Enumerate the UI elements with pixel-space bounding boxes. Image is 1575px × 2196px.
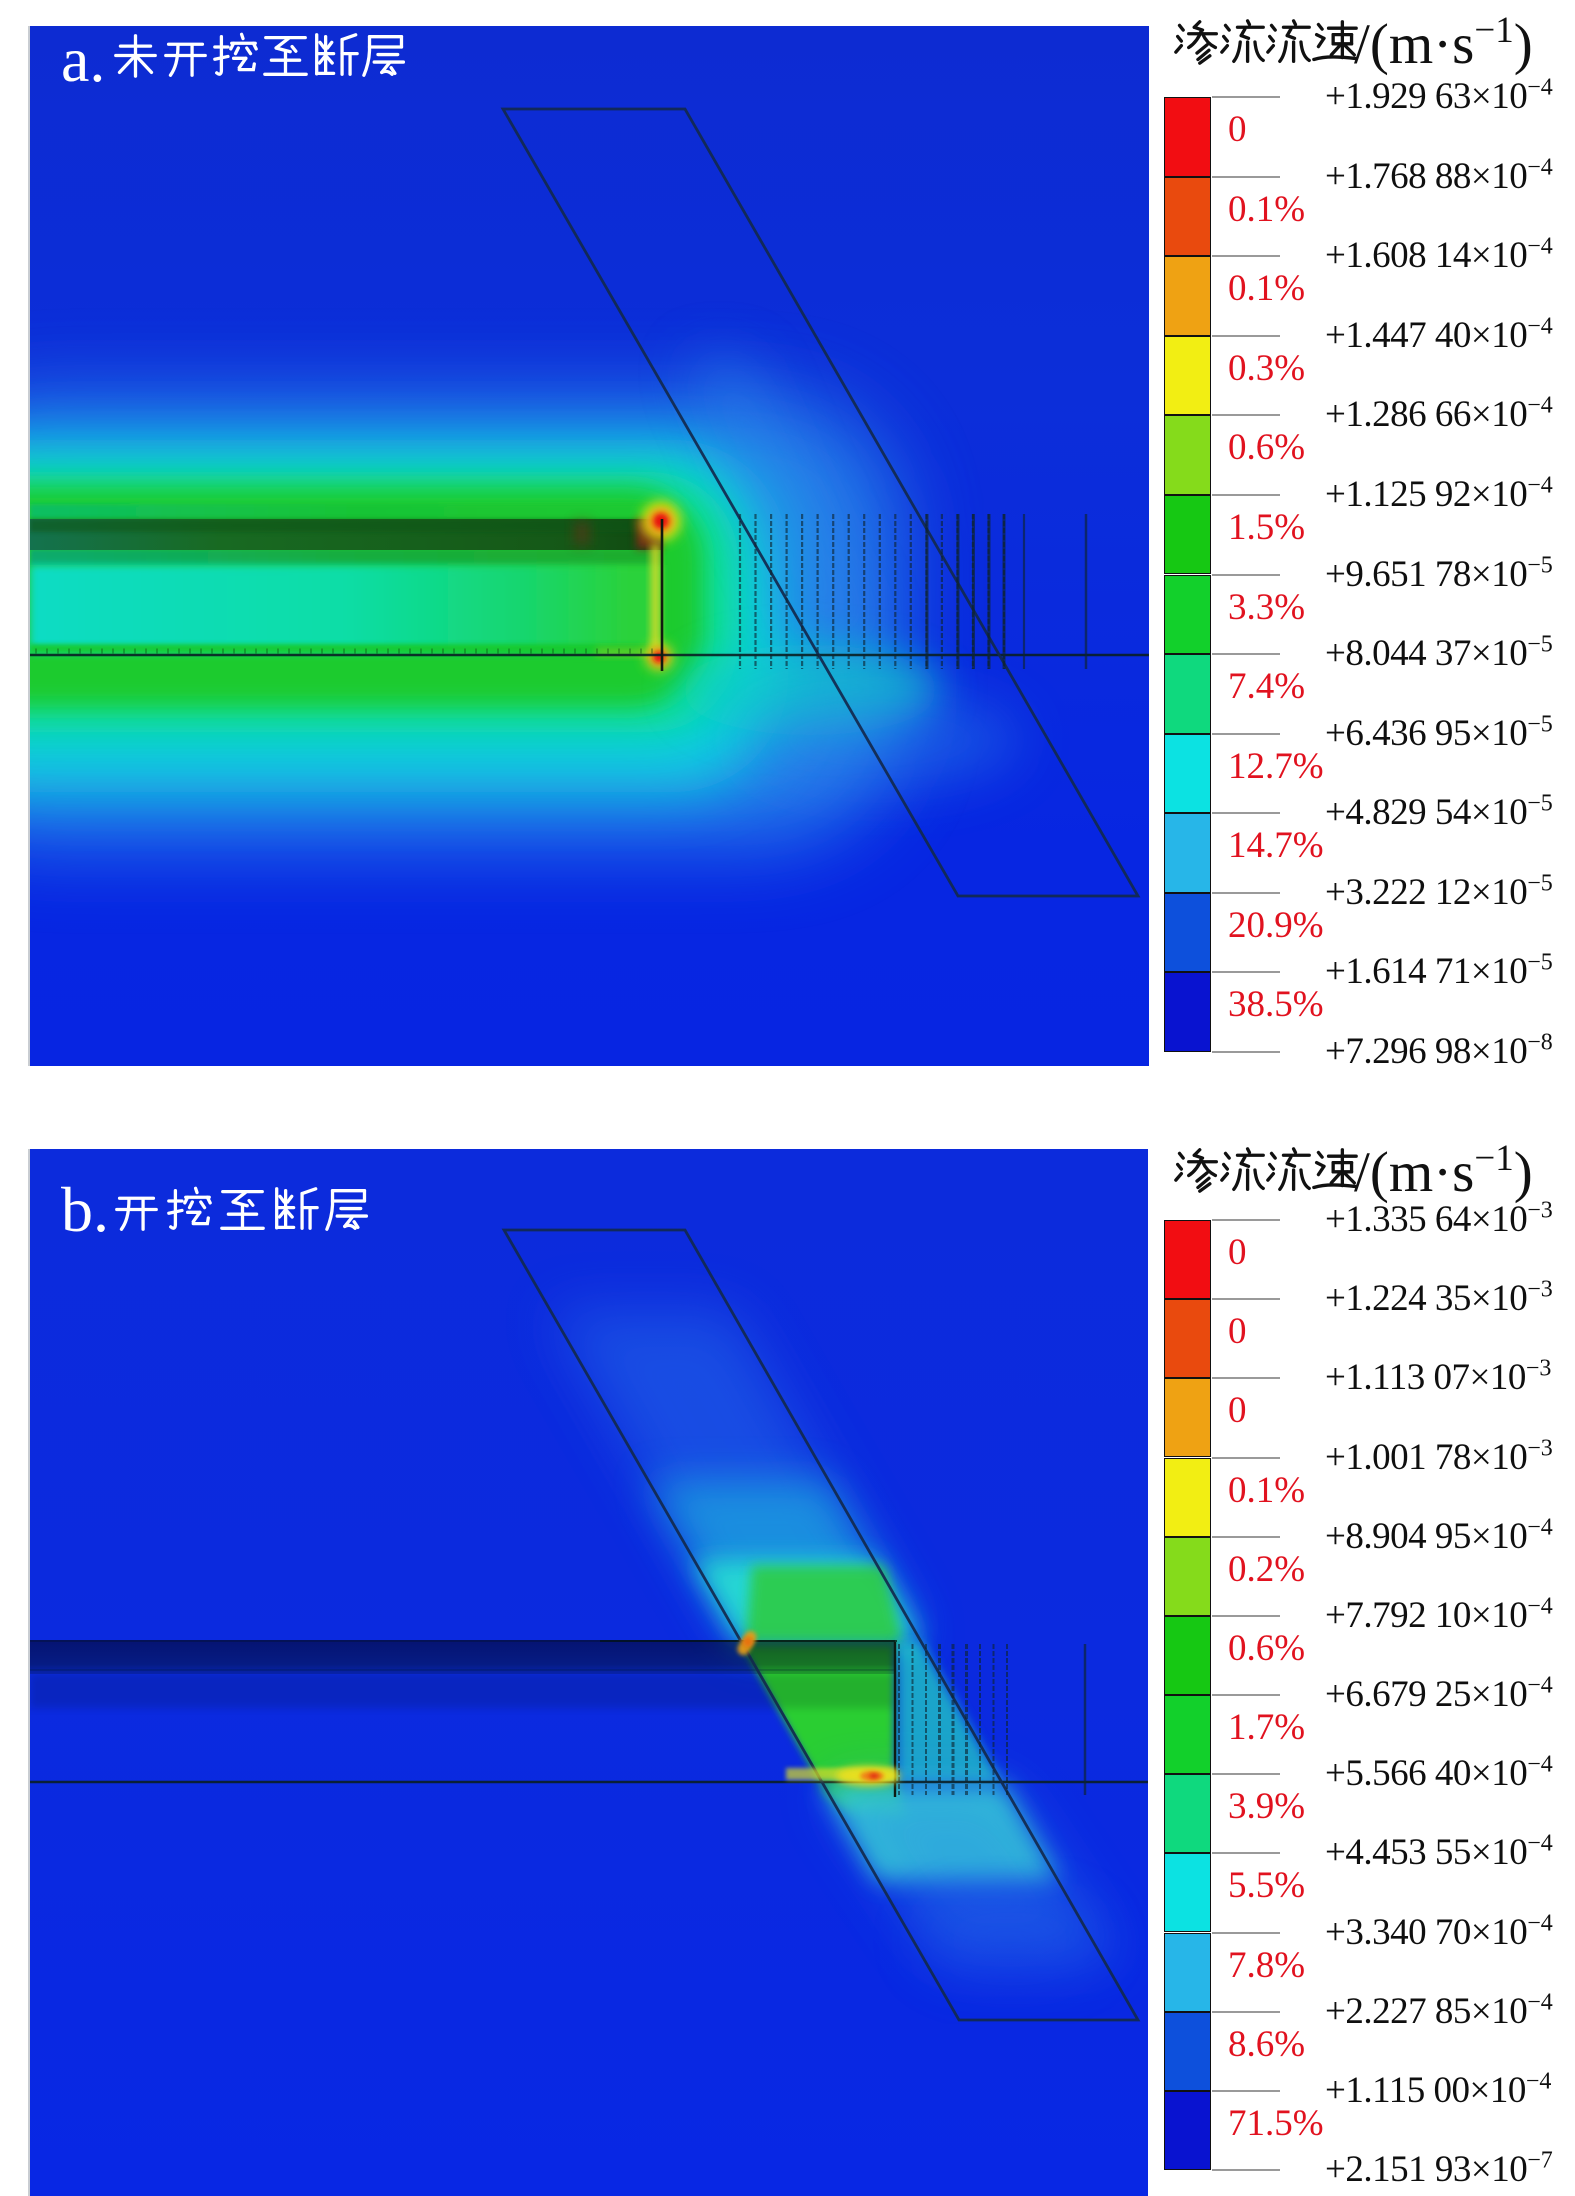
svg-text:a.: a. [61, 26, 105, 95]
svg-text:/(m·s−1): /(m·s−1) [1354, 10, 1533, 76]
svg-text:/(m·s−1): /(m·s−1) [1354, 1138, 1533, 1204]
svg-text:b.: b. [61, 1174, 109, 1245]
